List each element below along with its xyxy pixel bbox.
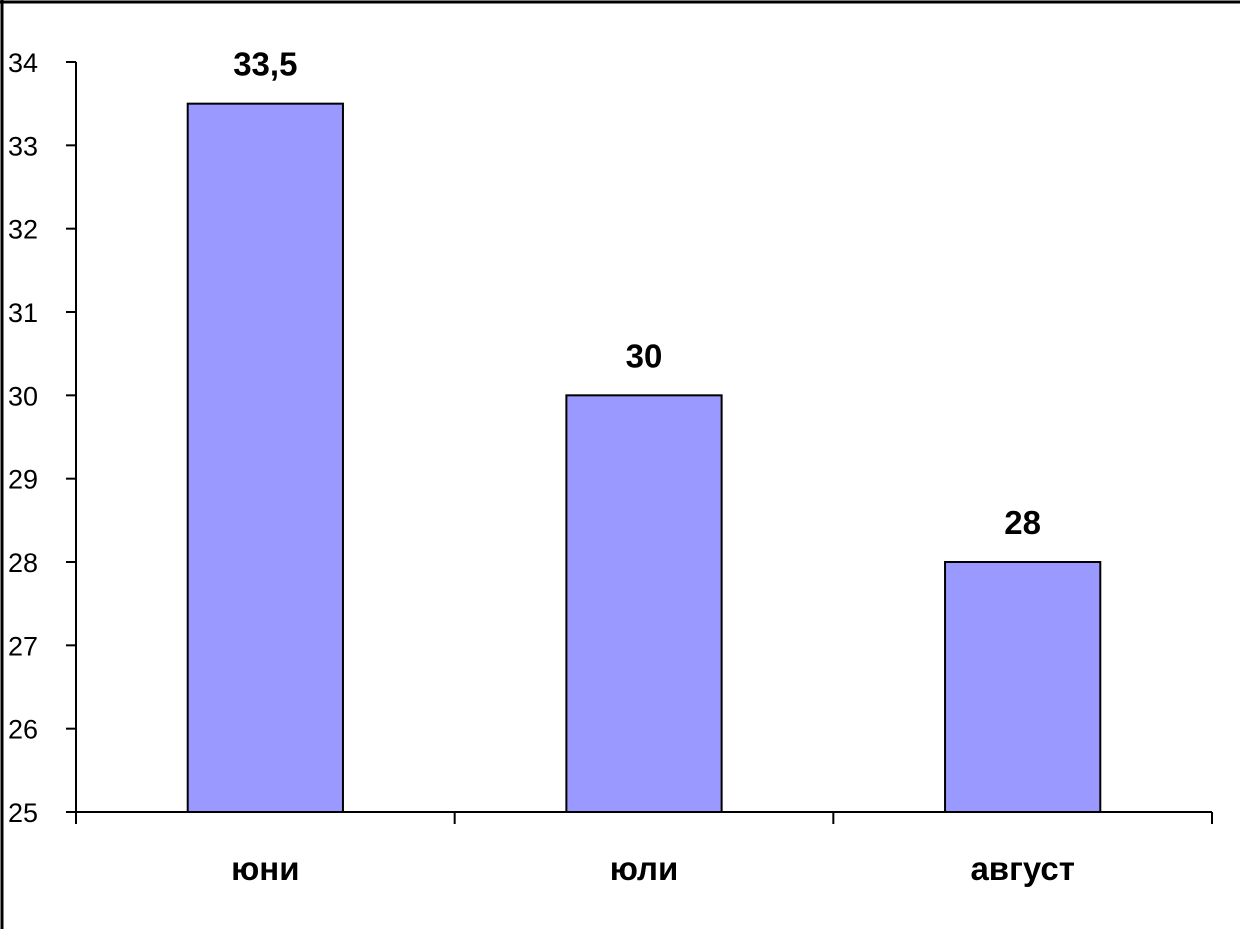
y-tick-label: 26 bbox=[8, 715, 38, 745]
y-tick-label: 28 bbox=[8, 548, 38, 578]
axes: 25 26 27 28 29 30 31 32 33 34 bbox=[8, 48, 1213, 828]
y-tick-label: 27 bbox=[8, 631, 38, 661]
bar bbox=[186, 102, 344, 813]
bar bbox=[944, 561, 1102, 813]
bar bbox=[565, 394, 723, 813]
bars bbox=[186, 102, 1102, 813]
y-tick-label: 25 bbox=[8, 798, 38, 828]
y-tick-label: 30 bbox=[8, 381, 38, 411]
data-label: 33,5 bbox=[233, 46, 297, 83]
x-category-label: юни bbox=[231, 850, 299, 887]
y-tick-label: 29 bbox=[8, 465, 38, 495]
y-tick-label: 31 bbox=[8, 298, 38, 328]
data-label: 30 bbox=[626, 337, 663, 374]
y-tick-label: 34 bbox=[8, 48, 38, 78]
x-category-label: юли bbox=[610, 850, 679, 887]
data-label: 28 bbox=[1004, 504, 1041, 541]
y-tick-label: 33 bbox=[8, 131, 38, 161]
labels: 33,5 юни 30 юли 28 август bbox=[231, 46, 1075, 887]
x-category-label: август bbox=[970, 850, 1074, 887]
y-tick-label: 32 bbox=[8, 215, 38, 245]
